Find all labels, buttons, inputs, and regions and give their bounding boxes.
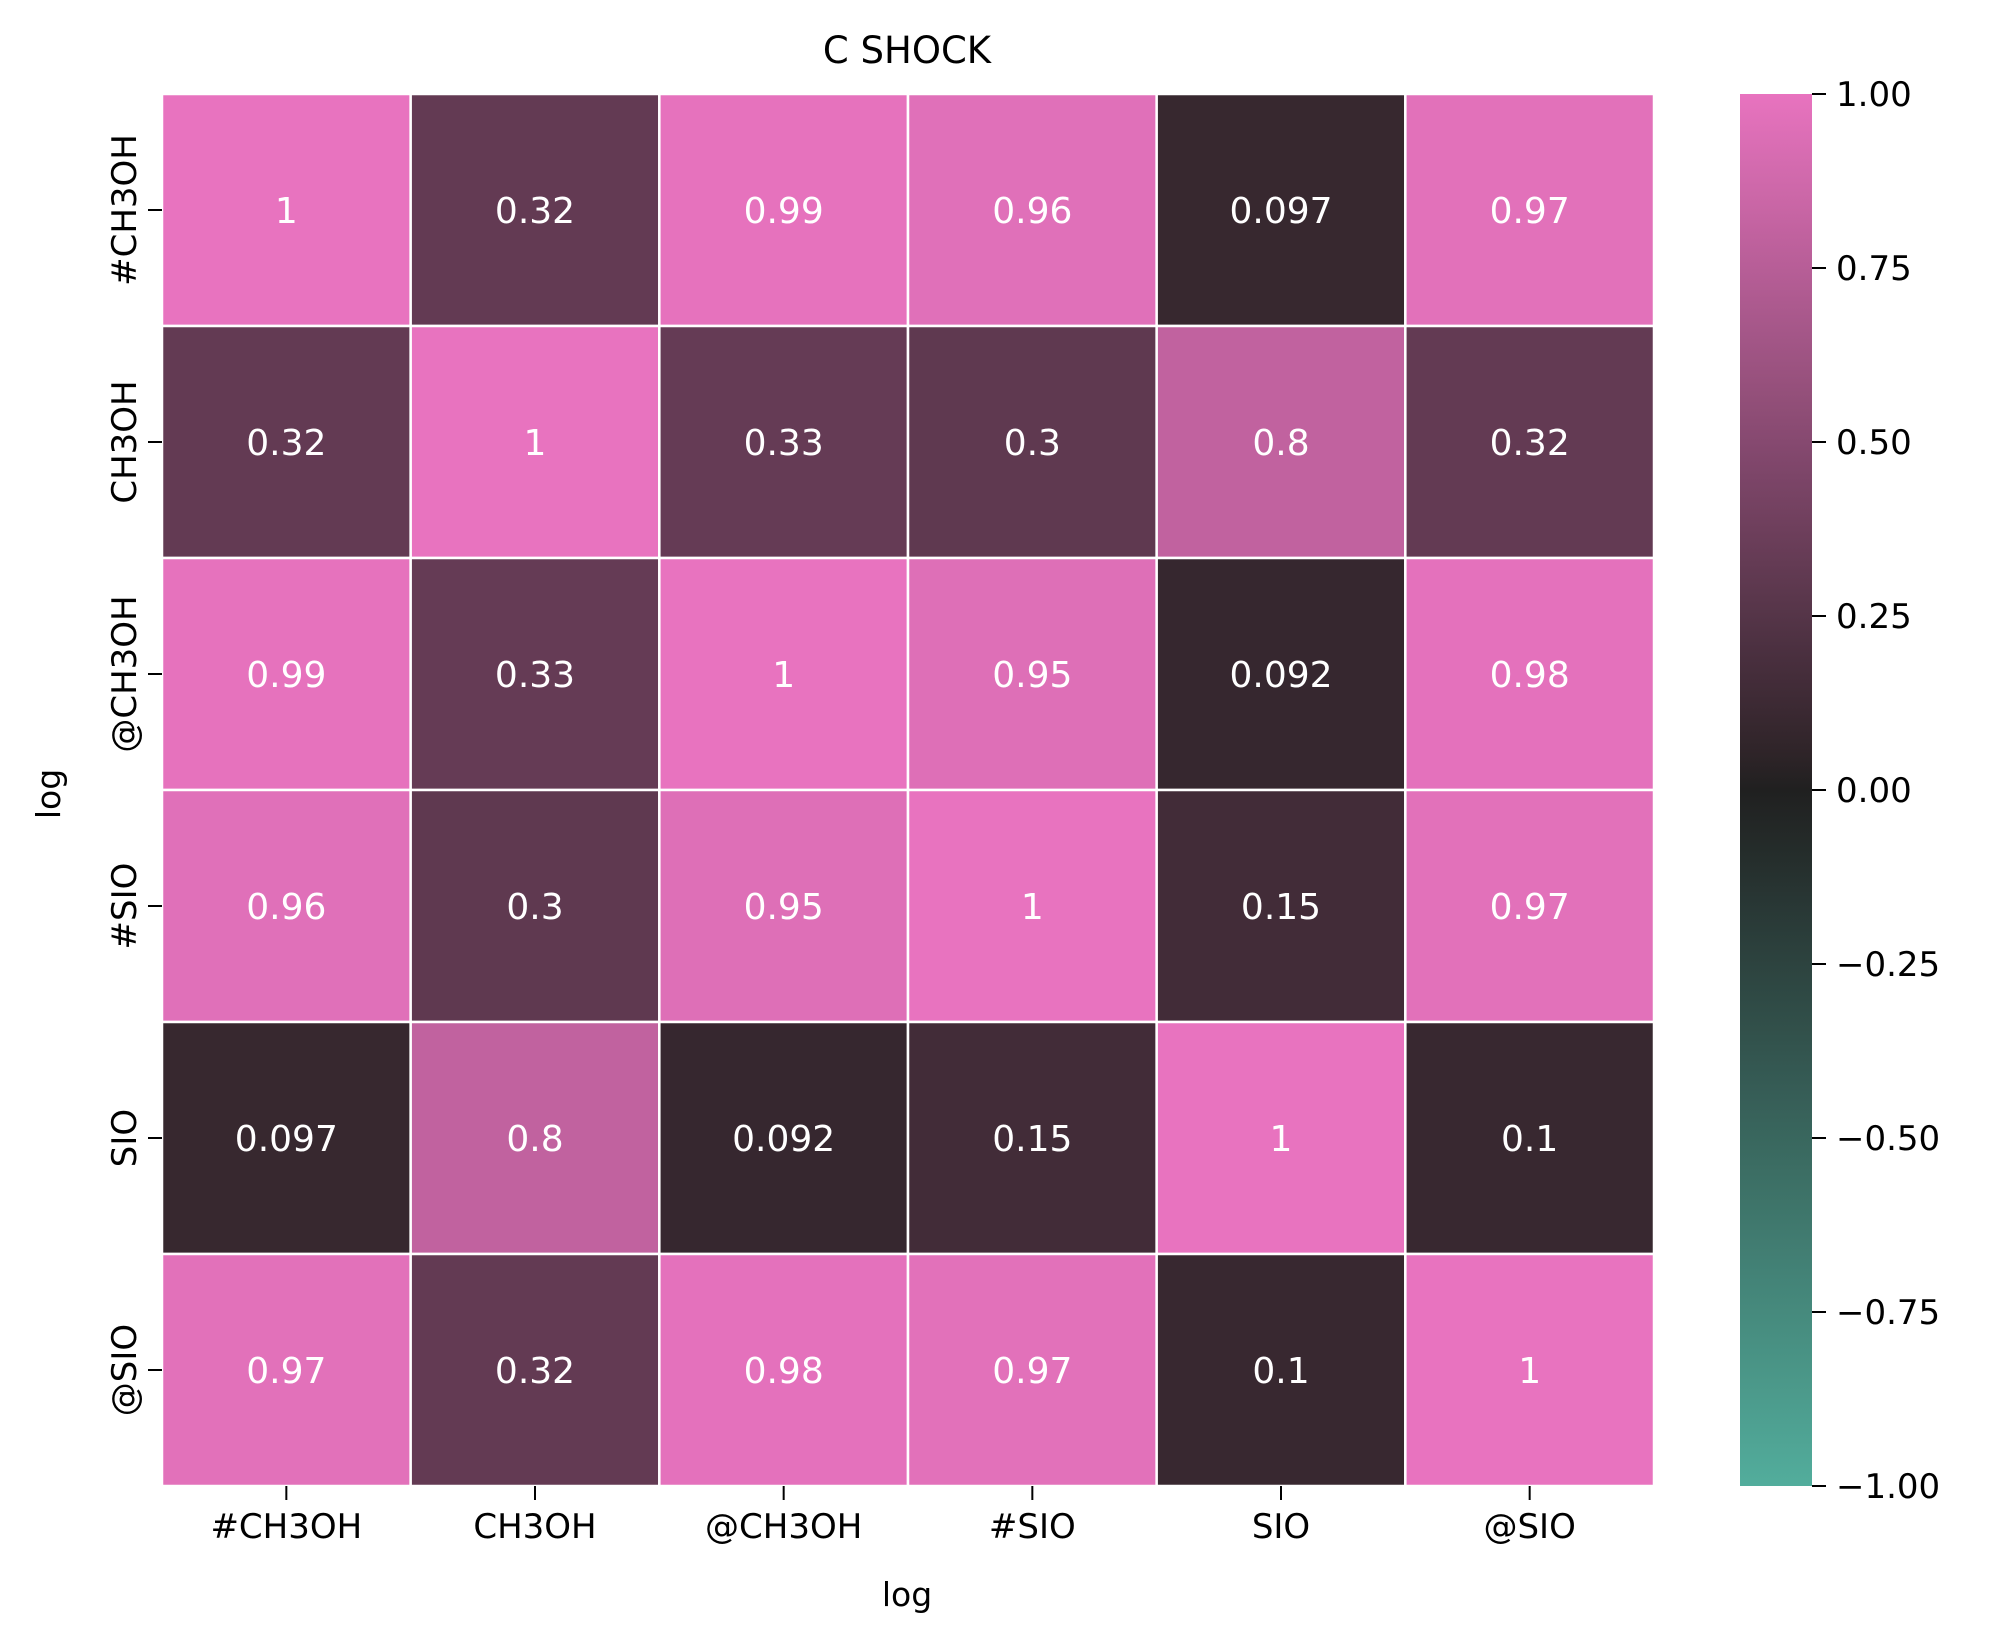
heatmap-cell (906, 1020, 1158, 1256)
cell-value-label: 1 (524, 423, 547, 464)
cell-value-label: 0.99 (744, 191, 824, 232)
x-tick-label: #CH3OH (210, 1507, 362, 1547)
colorbar-tick-label: −0.25 (1836, 945, 1940, 985)
heatmap-cell (1155, 1252, 1407, 1488)
heatmap-cell (1404, 1020, 1656, 1256)
cell-value-label: 0.092 (732, 1119, 835, 1160)
colorbar-tick-label: −0.75 (1836, 1293, 1940, 1333)
heatmap-cell (906, 556, 1158, 792)
x-tick-label: @SIO (1483, 1507, 1575, 1547)
x-tick-label: @CH3OH (705, 1507, 862, 1547)
colorbar-tick-label: −1.00 (1836, 1467, 1940, 1507)
cell-value-label: 0.097 (235, 1119, 338, 1160)
cell-value-label: 0.15 (1241, 887, 1321, 928)
cell-value-label: 0.97 (1490, 887, 1570, 928)
cell-value-label: 0.097 (1229, 191, 1332, 232)
x-axis-label: log (882, 1575, 932, 1614)
colorbar-tick-label: 0.75 (1836, 249, 1912, 289)
heatmap-cell (1404, 92, 1656, 328)
y-axis-label: log (29, 769, 68, 819)
cell-value-label: 1 (772, 655, 795, 696)
heatmap-cell (1155, 788, 1407, 1024)
heatmap-cell (906, 788, 1158, 1024)
heatmap-cell (658, 556, 910, 792)
heatmap-cell (1155, 556, 1407, 792)
cell-value-label: 0.96 (246, 887, 326, 928)
heatmap-cell (160, 556, 412, 792)
cell-value-label: 0.8 (506, 1119, 563, 1160)
cell-value-label: 1 (1270, 1119, 1293, 1160)
cell-value-label: 1 (1518, 1351, 1541, 1392)
cell-value-label: 0.33 (744, 423, 824, 464)
y-tick-label: SIO (105, 1109, 145, 1167)
y-axis: #CH3OH CH3OH @CH3OH #SIO SIO @SIO (105, 134, 162, 1416)
x-tick-label: #SIO (989, 1507, 1076, 1547)
heatmap-cell (160, 788, 412, 1024)
colorbar-tick-label: 1.00 (1836, 75, 1912, 115)
heatmap-cell (409, 324, 661, 560)
colorbar-tick-label: 0.50 (1836, 423, 1912, 463)
cell-value-label: 0.99 (246, 655, 326, 696)
colorbar-tick-label: 0.00 (1836, 771, 1912, 811)
cell-value-label: 0.97 (246, 1351, 326, 1392)
heatmap-cell (160, 92, 412, 328)
colorbar-tick-label: 0.25 (1836, 597, 1912, 637)
x-tick-label: CH3OH (473, 1507, 596, 1547)
heatmap-cell (906, 92, 1158, 328)
cell-value-label: 0.1 (1501, 1119, 1558, 1160)
cell-value-label: 0.98 (744, 1351, 824, 1392)
heatmap-cell (160, 1252, 412, 1488)
cell-value-label: 0.95 (744, 887, 824, 928)
heatmap-cell (409, 556, 661, 792)
heatmap-cells (160, 92, 1656, 1488)
heatmap-cell (409, 92, 661, 328)
heatmap-cell (160, 1020, 412, 1256)
cell-value-label: 0.3 (1004, 423, 1061, 464)
heatmap-cell-labels: 1 0.32 0.99 0.96 0.097 0.97 0.32 1 0.33 0.3 0.8 0.3… (235, 191, 1570, 1392)
x-tick-label: SIO (1252, 1507, 1310, 1547)
heatmap-cell (1404, 788, 1656, 1024)
cell-value-label: 0.33 (495, 655, 575, 696)
heatmap-cell (1404, 556, 1656, 792)
cell-value-label: 0.32 (1490, 423, 1570, 464)
cell-value-label: 0.98 (1490, 655, 1570, 696)
heatmap-cell (906, 324, 1158, 560)
colorbar-tick-label: −0.50 (1836, 1119, 1940, 1159)
cell-value-label: 1 (1021, 887, 1044, 928)
heatmap-cell (658, 92, 910, 328)
cell-value-label: 0.1 (1252, 1351, 1309, 1392)
y-tick-label: @SIO (105, 1324, 145, 1416)
cell-value-label: 0.3 (506, 887, 563, 928)
heatmap-cell (1155, 92, 1407, 328)
heatmap-cell (1155, 1020, 1407, 1256)
cell-value-label: 0.96 (992, 191, 1072, 232)
y-tick-label: #SIO (105, 863, 145, 950)
cell-value-label: 0.32 (495, 1351, 575, 1392)
cell-value-label: 0.15 (992, 1119, 1072, 1160)
cell-value-label: 0.97 (1490, 191, 1570, 232)
cell-value-label: 0.95 (992, 655, 1072, 696)
cell-value-label: 0.092 (1229, 655, 1332, 696)
heatmap-cell (1404, 1252, 1656, 1488)
cell-value-label: 0.97 (992, 1351, 1072, 1392)
heatmap-cell (658, 788, 910, 1024)
chart-title: C SHOCK (823, 29, 993, 72)
y-tick-label: @CH3OH (105, 595, 145, 752)
heatmap-cell (1404, 324, 1656, 560)
cell-value-label: 0.8 (1252, 423, 1309, 464)
cell-value-label: 0.32 (495, 191, 575, 232)
heatmap-cell (409, 788, 661, 1024)
y-tick-label: #CH3OH (105, 134, 145, 286)
x-axis: #CH3OH CH3OH @CH3OH #SIO SIO @SIO (210, 1486, 1576, 1547)
cell-value-label: 1 (275, 191, 298, 232)
y-tick-label: CH3OH (105, 380, 145, 503)
colorbar-gradient (1740, 94, 1812, 1486)
colorbar: 1.00 0.75 0.50 0.25 0.00 −0.25 −0.50 −0.75 −1.00 (1740, 75, 1940, 1507)
cell-value-label: 0.32 (246, 423, 326, 464)
heatmap-cell (658, 1020, 910, 1256)
